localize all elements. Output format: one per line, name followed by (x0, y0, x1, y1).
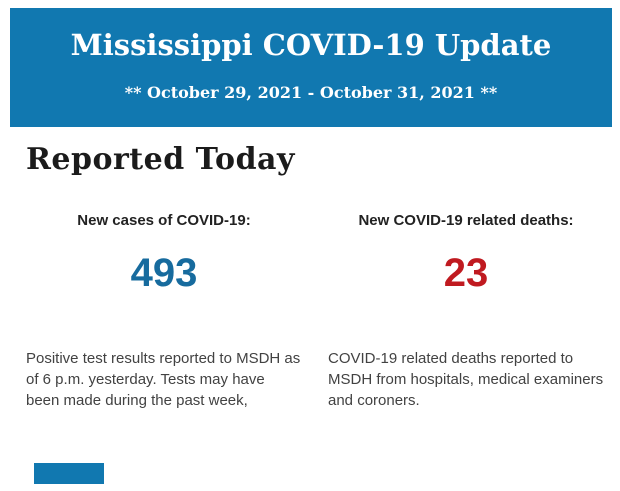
next-section-banner-peek (34, 463, 104, 484)
stat-value-cases: 493 (130, 251, 198, 295)
stat-label-cases: New cases of COVID-19: (77, 212, 251, 229)
stat-description-deaths: COVID-19 related deaths reported to MSDH… (328, 350, 604, 409)
stat-description-cases: Positive test results reported to MSDH a… (26, 350, 301, 409)
date-range: ** October 29, 2021 - October 31, 2021 *… (124, 83, 498, 102)
section-heading: Reported Today (26, 142, 295, 177)
stat-value-deaths: 23 (443, 251, 489, 295)
stat-new-deaths: New COVID-19 related deaths: 23 COVID-19… (328, 212, 604, 426)
stats-grid: New cases of COVID-19: 493 Positive test… (0, 212, 620, 426)
page-title: Mississippi COVID-19 Update (70, 28, 552, 62)
header-banner: Mississippi COVID-19 Update ** October 2… (10, 8, 612, 127)
stat-label-deaths: New COVID-19 related deaths: (358, 212, 574, 229)
stat-new-cases: New cases of COVID-19: 493 Positive test… (26, 212, 302, 426)
